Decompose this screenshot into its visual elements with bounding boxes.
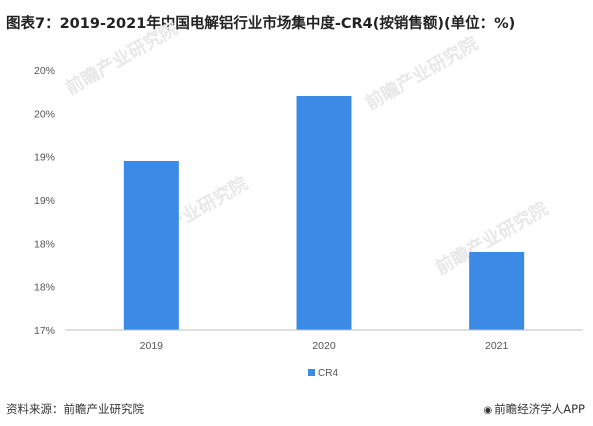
bars	[123, 96, 525, 330]
legend-label: CR4	[318, 368, 338, 379]
watermark-2: 前瞻产业研究院	[362, 32, 482, 114]
brand-credit: ◉ 前瞻经济学人APP	[484, 401, 585, 417]
bar-2021	[469, 252, 525, 330]
chart-title: 图表7：2019-2021年中国电解铝行业市场集中度-CR4(按销售额)(单位：…	[6, 16, 516, 32]
y-tick-label: 18%	[34, 238, 55, 250]
x-tick-label: 2020	[312, 340, 336, 352]
y-tick-label: 17%	[34, 325, 55, 337]
x-axis: 2019 2020 2021	[140, 340, 509, 352]
x-tick-label: 2019	[140, 340, 164, 352]
y-axis: 17% 18% 18% 19% 19% 20% 20%	[34, 65, 55, 337]
y-tick-label: 19%	[34, 152, 55, 164]
y-tick-label: 18%	[34, 282, 55, 294]
legend-swatch	[308, 369, 315, 376]
x-tick-label: 2021	[485, 340, 509, 352]
legend: CR4	[308, 368, 338, 379]
source-note: 资料来源：前瞻产业研究院	[6, 402, 144, 416]
bar-2019	[123, 161, 179, 330]
brand-label: 前瞻经济学人APP	[494, 402, 585, 416]
eye-icon: ◉	[483, 405, 493, 416]
y-tick-label: 20%	[34, 108, 55, 120]
y-tick-label: 19%	[34, 195, 55, 207]
y-tick-label: 20%	[34, 65, 55, 77]
bar-2020	[296, 96, 352, 330]
watermark-1: 前瞻产业研究院	[62, 17, 182, 99]
